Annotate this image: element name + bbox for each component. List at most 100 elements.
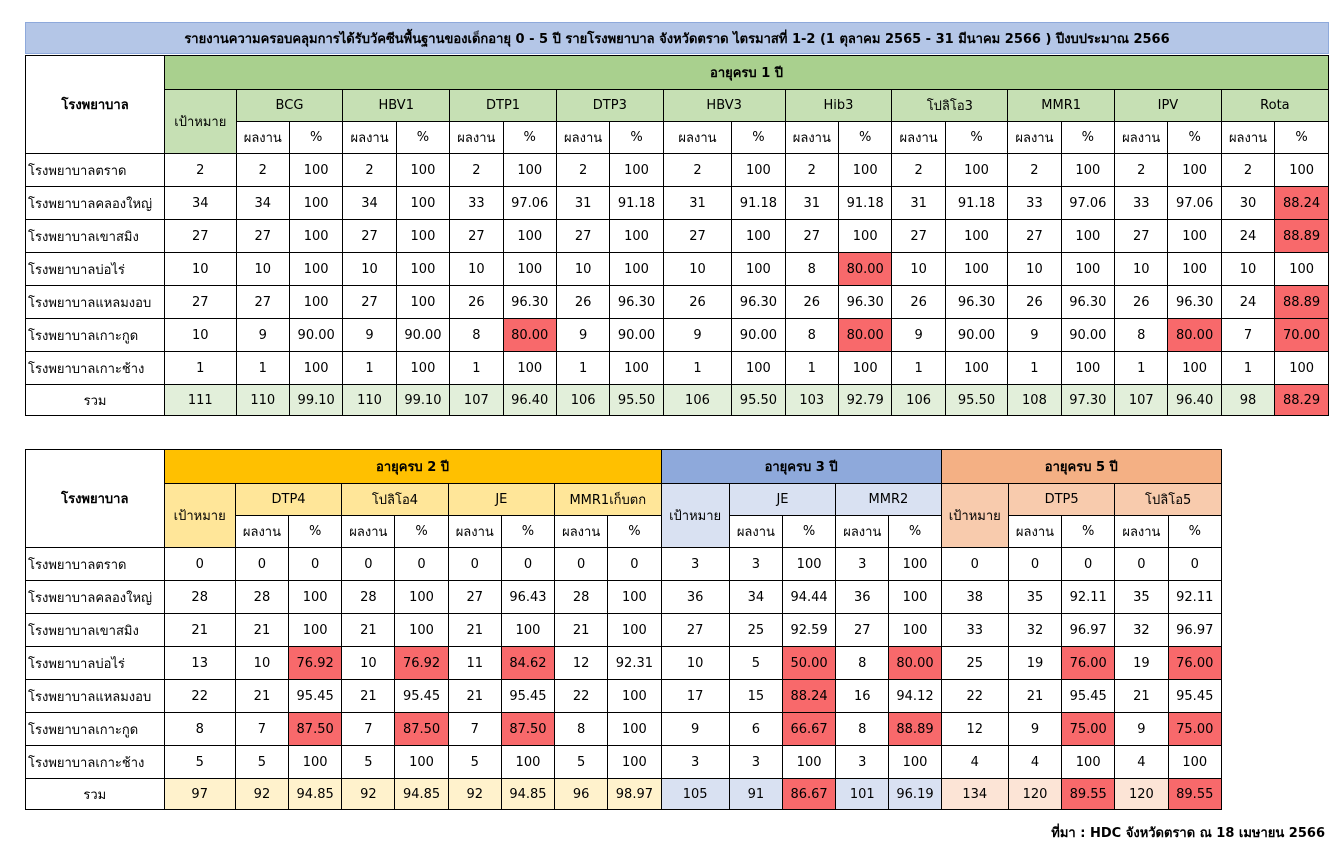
result-value: 5 [728, 646, 783, 680]
target-value: 13 [163, 646, 236, 680]
percent-value: 96.43 [500, 580, 556, 614]
percent-value: 96.30 [502, 285, 557, 319]
percent-value: 75.00 [1167, 712, 1222, 746]
result-value: 24 [1220, 219, 1276, 253]
result-value: 5 [234, 745, 290, 779]
result-value: 2 [555, 153, 611, 187]
hospital-name: โรงพยาบาลเกาะกูด [25, 712, 165, 746]
result-value: 30 [1220, 186, 1276, 220]
result-value: 21 [234, 679, 290, 713]
result-value: 32 [1114, 613, 1169, 647]
percent-column-header: % [1167, 121, 1222, 154]
percent-value: 88.24 [781, 679, 837, 713]
percent-column-header: % [888, 515, 942, 548]
percent-value: 100 [502, 351, 557, 385]
percent-value: 96.30 [731, 285, 786, 319]
hospital-name: โรงพยาบาลเกาะกูด [24, 318, 166, 352]
target-value: 27 [660, 613, 730, 647]
percent-column-header: % [1274, 121, 1329, 154]
result-column-header: ผลงาน [662, 121, 733, 154]
table-row: โรงพยาบาลแหลมงอบ 22 21 95.45 21 95.45 21 95.45 2… [25, 679, 1222, 713]
vaccine-header: JE [447, 483, 556, 516]
percent-value: 96.40 [1167, 384, 1222, 416]
percent-value: 89.55 [1167, 778, 1222, 810]
result-value: 1 [342, 351, 397, 385]
hospital-name: โรงพยาบาลคลองใหญ่ [25, 580, 165, 614]
percent-value: 80.00 [502, 318, 557, 352]
result-column-header: ผลงาน [1220, 121, 1276, 154]
target-value: 17 [660, 679, 730, 713]
result-value: 3 [835, 745, 890, 779]
percent-value: 100 [944, 153, 1009, 187]
total-label: รวม [25, 778, 165, 810]
result-value: 108 [1007, 384, 1062, 416]
percent-value: 100 [837, 351, 893, 385]
result-value: 120 [1114, 778, 1169, 810]
result-value: 27 [449, 219, 504, 253]
result-value: 31 [555, 186, 611, 220]
percent-value: 89.55 [1061, 778, 1116, 810]
result-value: 21 [1114, 679, 1169, 713]
result-column-header: ผลงาน [1114, 121, 1169, 154]
result-value: 8 [449, 318, 504, 352]
percent-value: 0 [607, 547, 662, 581]
percent-value: 97.30 [1060, 384, 1116, 416]
percent-value: 100 [607, 613, 662, 647]
percent-value: 95.45 [1061, 679, 1116, 713]
percent-value: 75.00 [1061, 712, 1116, 746]
target-value: 0 [940, 547, 1009, 581]
percent-value: 100 [288, 351, 344, 385]
result-value: 92 [234, 778, 290, 810]
target-value: 10 [164, 318, 237, 352]
result-value: 16 [835, 679, 890, 713]
result-value: 28 [341, 580, 396, 614]
result-value: 9 [342, 318, 397, 352]
result-column-header: ผลงาน [447, 515, 502, 548]
percent-value: 86.67 [781, 778, 837, 810]
percent-column-header: % [781, 515, 837, 548]
result-value: 1 [662, 351, 733, 385]
percent-value: 91.18 [731, 186, 786, 220]
percent-value: 100 [500, 613, 556, 647]
target-value: 105 [660, 778, 730, 810]
result-value: 27 [235, 219, 290, 253]
percent-value: 80.00 [888, 646, 942, 680]
table-row: โรงพยาบาลคลองใหญ่ 28 28 100 28 100 27 96.43 28 10… [25, 580, 1222, 614]
percent-value: 100 [395, 252, 451, 286]
target-value: 38 [940, 580, 1009, 614]
result-value: 9 [662, 318, 733, 352]
percent-value: 100 [944, 252, 1009, 286]
result-value: 9 [1007, 318, 1062, 352]
result-value: 7 [234, 712, 290, 746]
percent-value: 100 [731, 351, 786, 385]
result-value: 26 [662, 285, 733, 319]
percent-column-header: % [395, 121, 451, 154]
percent-value: 100 [502, 219, 557, 253]
result-value: 2 [449, 153, 504, 187]
result-value: 106 [662, 384, 733, 416]
percent-value: 88.89 [888, 712, 942, 746]
result-value: 15 [728, 679, 783, 713]
vaccine-header: JE [728, 483, 837, 516]
percent-value: 100 [781, 745, 837, 779]
result-value: 8 [835, 646, 890, 680]
percent-value: 76.92 [394, 646, 449, 680]
percent-value: 100 [837, 219, 893, 253]
result-value: 6 [728, 712, 783, 746]
target-value: 22 [940, 679, 1009, 713]
result-value: 26 [449, 285, 504, 319]
result-value: 9 [1114, 712, 1169, 746]
percent-value: 87.50 [500, 712, 556, 746]
result-value: 21 [234, 613, 290, 647]
percent-value: 100 [607, 712, 662, 746]
result-value: 21 [341, 679, 396, 713]
result-value: 96 [554, 778, 609, 810]
target-value: 28 [163, 580, 236, 614]
vaccine-header: DTP3 [555, 89, 664, 122]
result-value: 1 [891, 351, 946, 385]
percent-value: 92.79 [837, 384, 893, 416]
percent-value: 95.50 [731, 384, 786, 416]
table-row: โรงพยาบาลเกาะกูด 8 7 87.50 7 87.50 7 87.50 8 100 9… [25, 712, 1222, 746]
result-value: 27 [1114, 219, 1169, 253]
hospital-name: โรงพยาบาลเกาะช้าง [24, 351, 166, 385]
